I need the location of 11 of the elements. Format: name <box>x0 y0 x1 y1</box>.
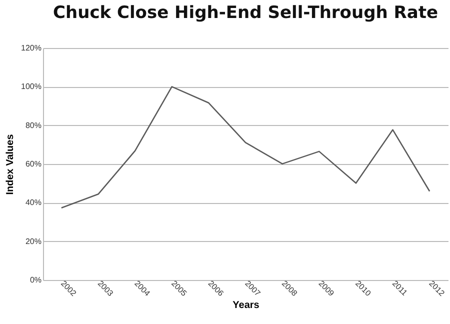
line-series <box>60 86 430 209</box>
y-tick-label: 60% <box>25 160 42 168</box>
y-tick-label: 20% <box>25 236 42 246</box>
y-tick-label: 0% <box>30 276 42 284</box>
y-tick-label: 80% <box>25 120 42 130</box>
y-tick-label: 120% <box>21 44 42 52</box>
y-tick-label: 100% <box>21 82 42 92</box>
chart-title: Chuck Close High-End Sell-Through Rate <box>53 3 438 23</box>
x-axis-title: Years <box>232 300 260 311</box>
y-axis-title: Index Values <box>5 134 16 195</box>
y-tick-label: 40% <box>25 198 42 208</box>
